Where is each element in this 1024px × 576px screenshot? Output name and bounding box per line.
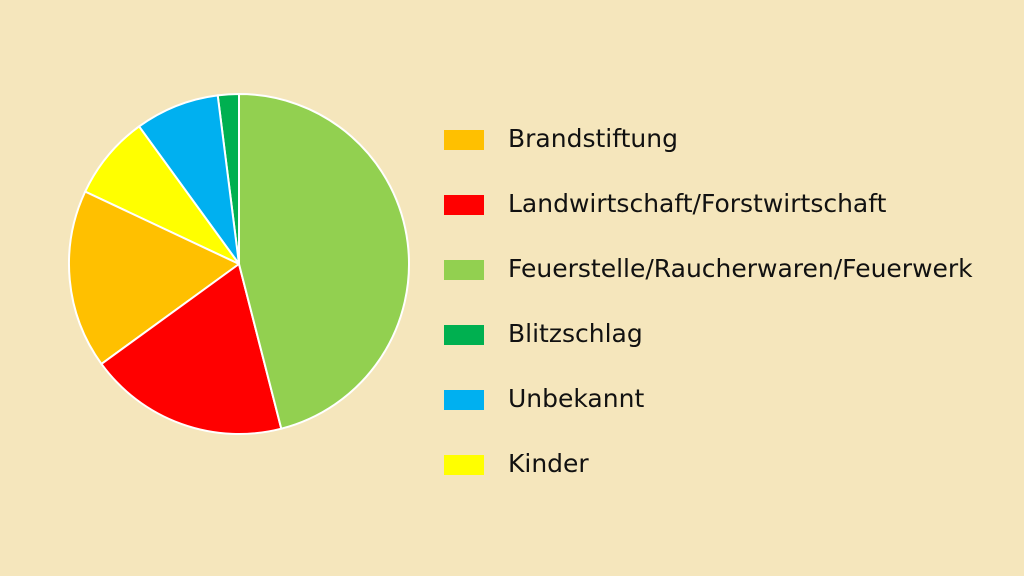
- legend-label: Unbekannt: [508, 384, 644, 413]
- legend-label: Landwirtschaft/Forstwirtschaft: [508, 189, 887, 218]
- legend-label: Brandstiftung: [508, 124, 678, 153]
- legend-label: Feuerstelle/Raucherwaren/Feuerwerk: [508, 254, 973, 283]
- legend-swatch: [444, 195, 484, 215]
- legend-label: Blitzschlag: [508, 319, 643, 348]
- legend-swatch: [444, 130, 484, 150]
- pie-slice: [68, 190, 241, 366]
- legend-swatch: [444, 455, 484, 475]
- pie-slice: [238, 92, 410, 430]
- legend-swatch: [444, 260, 484, 280]
- legend-label: Kinder: [508, 449, 589, 478]
- legend-swatch: [444, 325, 484, 345]
- pie-slice: [100, 262, 283, 435]
- legend-swatch: [444, 390, 484, 410]
